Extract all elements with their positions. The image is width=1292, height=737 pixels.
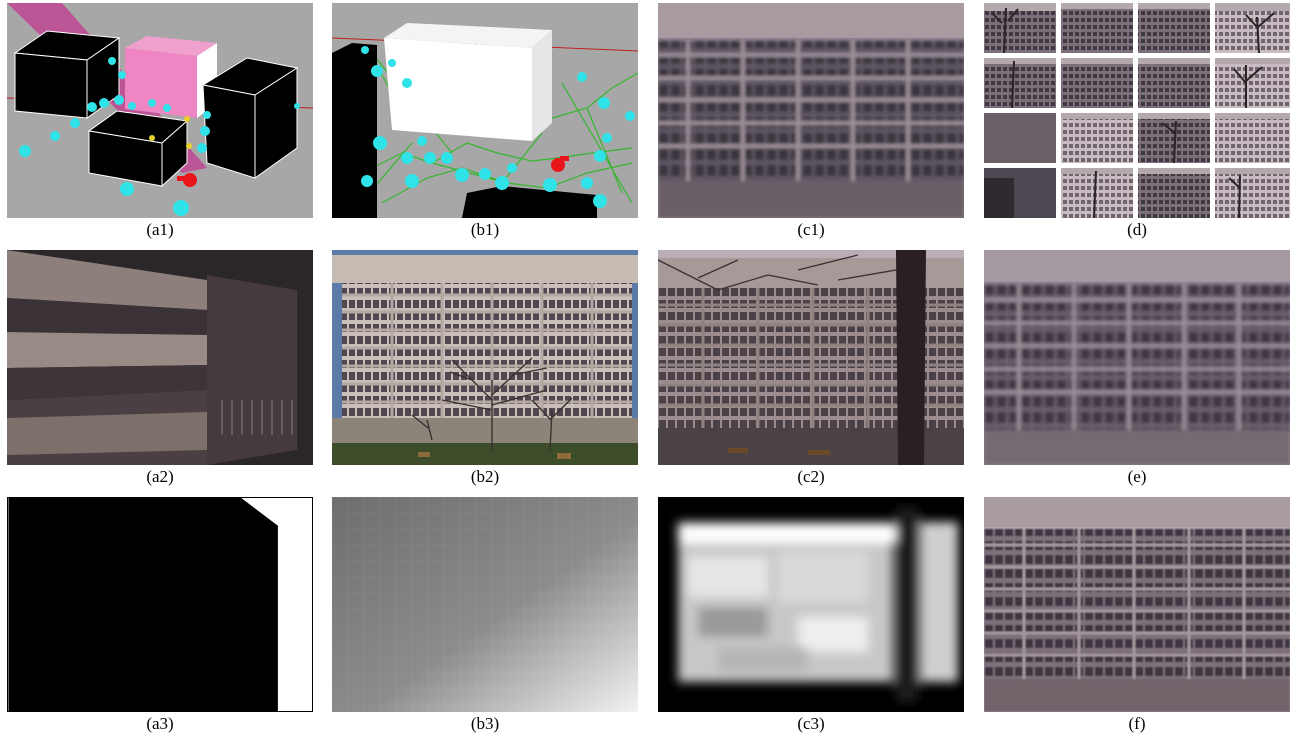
caption-e: (e): [1127, 467, 1147, 486]
map-c3-svg: [658, 497, 964, 712]
selected-camera-icon: [551, 156, 569, 172]
panel-d-input-images: [984, 3, 1290, 218]
caption-c2: (c2): [797, 467, 825, 486]
caption-c1: (c1): [797, 220, 825, 239]
camera-icon: [19, 57, 300, 216]
facade-e-svg: [984, 250, 1290, 465]
panel-b2-facade-photo: [332, 250, 638, 465]
caption-b3: (b3): [470, 714, 500, 733]
selected-camera-icon: [177, 173, 197, 187]
mask-a3-svg: [8, 498, 312, 711]
caption-a1: (a1): [146, 220, 174, 239]
panel-a1-scene-frustum: [7, 3, 313, 218]
photo-b2-svg: [332, 250, 638, 465]
panel-b1-camera-graph: [332, 3, 638, 218]
panel-e-result-blurred: [984, 250, 1290, 465]
panel-c2-facade-occluded: [658, 250, 964, 465]
panel-a3-visibility-mask: [7, 497, 313, 712]
caption-b2: (b2): [470, 467, 500, 486]
photo-a2-svg: [7, 250, 313, 465]
facade-f-svg: [984, 497, 1290, 712]
panel-a2-oblique-view: [7, 250, 313, 465]
scene-a1-svg: [7, 3, 313, 218]
photo-c2-svg: [658, 250, 964, 465]
panel-f-final-result: [984, 497, 1290, 712]
panel-c3-confidence-map: [658, 497, 964, 712]
thumbnail-grid-svg: [984, 3, 1290, 218]
caption-f: (f): [1128, 714, 1146, 733]
panel-c1-facade-blurred: [658, 3, 964, 218]
scene-b1-svg: [332, 3, 638, 218]
camera-icon: [361, 46, 635, 208]
caption-a2: (a2): [146, 467, 174, 486]
caption-b1: (b1): [470, 220, 500, 239]
caption-a3: (a3): [146, 714, 174, 733]
facade-c1-svg: [658, 3, 964, 218]
gradient-b3-svg: [332, 497, 638, 712]
panel-b3-weight-map: [332, 497, 638, 712]
caption-d: (d): [1127, 220, 1147, 239]
caption-c3: (c3): [797, 714, 825, 733]
